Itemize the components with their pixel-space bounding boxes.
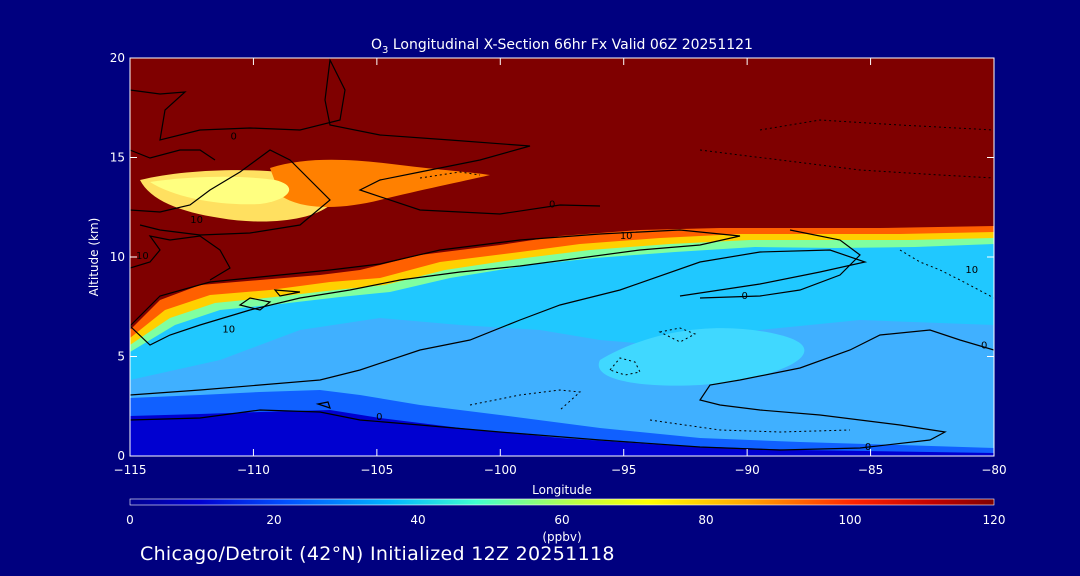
x-axis-label: Longitude bbox=[532, 483, 592, 497]
y-axis-label: Altitude (km) bbox=[87, 218, 101, 297]
contour-line bbox=[273, 289, 301, 297]
contour-label: 0 bbox=[741, 291, 747, 302]
dotted-contour bbox=[759, 119, 994, 131]
colorbar-tick-label: 40 bbox=[410, 513, 425, 527]
contour-line bbox=[130, 329, 994, 451]
y-axis: 0 5 10 15 20 bbox=[110, 51, 994, 463]
x-tick-label: −85 bbox=[858, 463, 883, 477]
contour-line bbox=[130, 149, 331, 236]
contour-label-layer: 0 0 10 10 10 0 10 10 0 0 0 bbox=[136, 132, 987, 453]
x-tick-label: −100 bbox=[484, 463, 517, 477]
upper-lobe-core bbox=[150, 176, 290, 205]
contour-label: 10 bbox=[965, 265, 978, 276]
dotted-contour bbox=[699, 149, 994, 179]
contour-line bbox=[699, 229, 861, 299]
colorbar bbox=[129, 498, 995, 506]
x-tick-label: −80 bbox=[981, 463, 1006, 477]
colorbar-tick-label: 60 bbox=[554, 513, 569, 527]
contour-line bbox=[130, 229, 741, 346]
footer-caption: Chicago/Detroit (42°N) Initialized 12Z 2… bbox=[140, 543, 615, 565]
contour-lines bbox=[130, 58, 994, 451]
colorbar-tick-label: 120 bbox=[983, 513, 1006, 527]
contour-line bbox=[130, 249, 868, 396]
mid-troposphere-pocket bbox=[598, 328, 805, 386]
dotted-contour bbox=[419, 171, 481, 179]
surface-layer bbox=[130, 410, 994, 456]
x-tick-label: −110 bbox=[237, 463, 270, 477]
contour-label: 0 bbox=[376, 412, 382, 423]
dotted-contour bbox=[469, 389, 582, 411]
colorbar-unit-label: (ppbv) bbox=[542, 530, 581, 544]
contour-line bbox=[238, 297, 272, 311]
contour-label: 0 bbox=[981, 341, 987, 352]
y-tick-label: 15 bbox=[110, 151, 125, 165]
contour-label: 10 bbox=[222, 325, 235, 336]
dotted-contour bbox=[609, 357, 641, 376]
contour-line bbox=[130, 149, 216, 161]
contour-line bbox=[130, 235, 231, 281]
contour-line bbox=[315, 401, 331, 409]
colorbar-tick-label: 0 bbox=[126, 513, 134, 527]
x-tick-label: −95 bbox=[611, 463, 636, 477]
colorbar-tick-label: 100 bbox=[839, 513, 862, 527]
contour-label: 10 bbox=[136, 251, 149, 262]
contour-label: 0 bbox=[865, 442, 871, 453]
contour-label: 0 bbox=[549, 199, 555, 210]
contour-label: 0 bbox=[230, 132, 236, 143]
x-tick-label: −90 bbox=[734, 463, 759, 477]
x-tick-label: −115 bbox=[114, 463, 147, 477]
contour-line bbox=[130, 58, 601, 215]
colorbar-tick-label: 80 bbox=[698, 513, 713, 527]
x-tick-label: −105 bbox=[360, 463, 393, 477]
ozone-field bbox=[130, 58, 994, 456]
contour-label: 10 bbox=[190, 215, 203, 226]
dotted-contour bbox=[649, 419, 851, 433]
dotted-contours bbox=[419, 119, 994, 433]
x-axis: −115 −110 −105 −100 −95 −90 −85 −80 bbox=[114, 58, 1007, 477]
dotted-contour bbox=[899, 249, 994, 299]
y-tick-label: 5 bbox=[117, 350, 125, 364]
y-tick-label: 0 bbox=[117, 449, 125, 463]
y-tick-label: 20 bbox=[110, 51, 125, 65]
colorbar-tick-label: 20 bbox=[266, 513, 281, 527]
contour-label: 10 bbox=[620, 231, 633, 242]
chart-title: O3 Longitudinal X-Section 66hr Fx Valid … bbox=[371, 37, 753, 56]
colorbar-ticks: 0 20 40 60 80 100 120 bbox=[126, 513, 1005, 527]
y-tick-label: 10 bbox=[110, 250, 125, 264]
dotted-contour bbox=[658, 327, 697, 343]
